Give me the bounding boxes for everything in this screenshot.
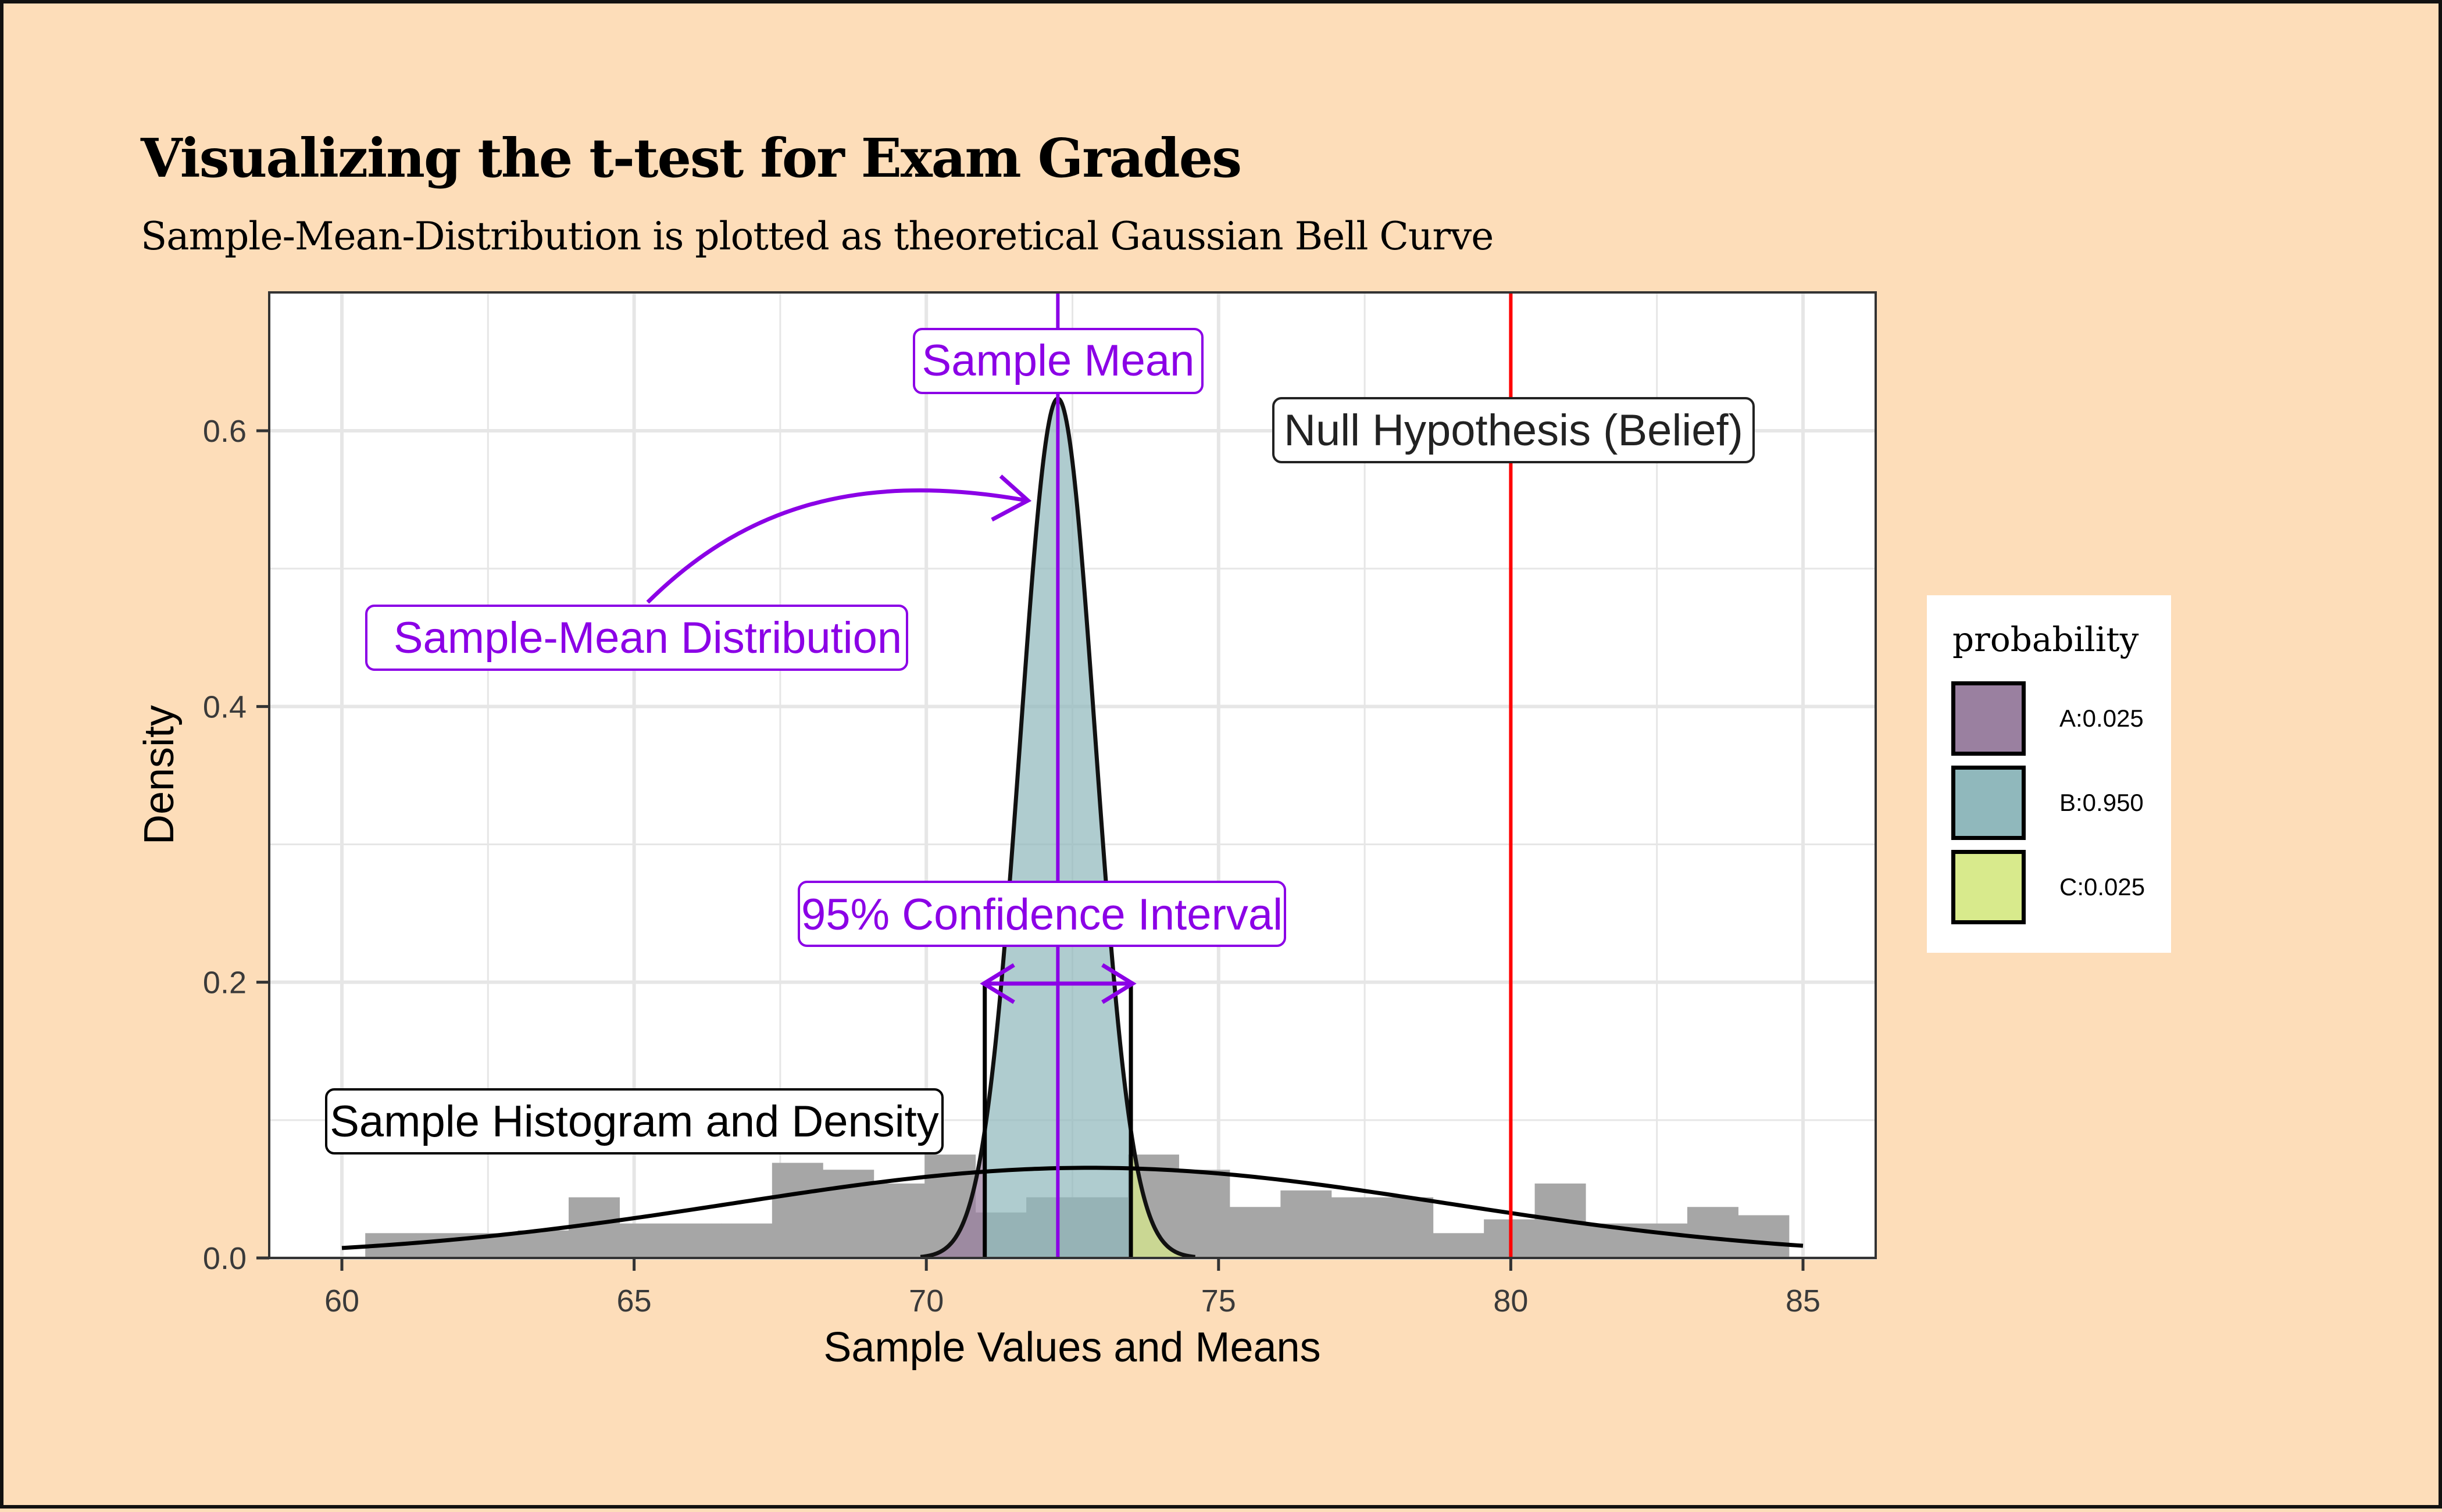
y-axis-title: Density bbox=[136, 705, 183, 845]
svg-text:85: 85 bbox=[1786, 1284, 1820, 1318]
legend-label-c: C:0.025 bbox=[2059, 873, 2145, 900]
curved-arrow-icon bbox=[646, 488, 1027, 604]
svg-text:0.2: 0.2 bbox=[203, 966, 247, 1000]
legend-label-a: A:0.025 bbox=[2059, 705, 2144, 732]
svg-text:Sample Mean: Sample Mean bbox=[922, 336, 1195, 385]
svg-text:Sample Histogram and Density: Sample Histogram and Density bbox=[330, 1097, 939, 1146]
svg-text:Null Hypothesis (Belief): Null Hypothesis (Belief) bbox=[1284, 406, 1743, 455]
label-sample-mean-distribution: Sample-Mean Distribution bbox=[365, 605, 908, 671]
label-null-hypothesis: Null Hypothesis (Belief) bbox=[1272, 397, 1755, 463]
svg-text:0.6: 0.6 bbox=[203, 414, 247, 449]
label-confidence-interval: 95% Confidence Interval bbox=[798, 881, 1286, 947]
x-axis: 60 65 70 75 80 85 bbox=[324, 1258, 1820, 1318]
x-axis-title: Sample Values and Means bbox=[823, 1324, 1320, 1371]
svg-text:65: 65 bbox=[617, 1284, 652, 1318]
svg-text:0.0: 0.0 bbox=[203, 1241, 247, 1276]
svg-text:Sample-Mean Distribution: Sample-Mean Distribution bbox=[394, 613, 902, 663]
svg-text:0.4: 0.4 bbox=[203, 689, 247, 724]
svg-text:60: 60 bbox=[324, 1284, 359, 1318]
chart-title: Visualizing the t-test for Exam Grades bbox=[141, 127, 1242, 190]
ci-boundary-lines bbox=[983, 982, 1133, 1258]
label-histogram: Sample Histogram and Density bbox=[325, 1088, 944, 1154]
legend-key-a bbox=[1951, 681, 2026, 756]
ci-double-arrow-icon bbox=[980, 963, 1137, 1004]
legend-key-c bbox=[1951, 850, 2026, 924]
svg-text:80: 80 bbox=[1493, 1284, 1528, 1318]
legend-key-b bbox=[1951, 766, 2026, 840]
density-curve bbox=[341, 1166, 1804, 1250]
legend-label-b: B:0.950 bbox=[2059, 789, 2144, 816]
y-axis: 0.0 0.2 0.4 0.6 bbox=[203, 414, 269, 1276]
svg-text:95% Confidence Interval: 95% Confidence Interval bbox=[801, 890, 1283, 939]
plot-border bbox=[268, 291, 1877, 1259]
chart-subtitle: Sample-Mean-Distribution is plotted as t… bbox=[141, 214, 1494, 259]
plot-svg: Sample Mean Null Hypothesis (Belief) Sam… bbox=[136, 291, 1877, 1371]
svg-text:75: 75 bbox=[1201, 1284, 1236, 1318]
legend-title: probability bbox=[1952, 620, 2139, 659]
svg-text:70: 70 bbox=[909, 1284, 944, 1318]
arrowhead-icon bbox=[991, 474, 1032, 522]
legend: probability A:0.025 B:0.950 C:0.025 bbox=[1927, 595, 2171, 953]
label-sample-mean: Sample Mean bbox=[913, 328, 1204, 394]
